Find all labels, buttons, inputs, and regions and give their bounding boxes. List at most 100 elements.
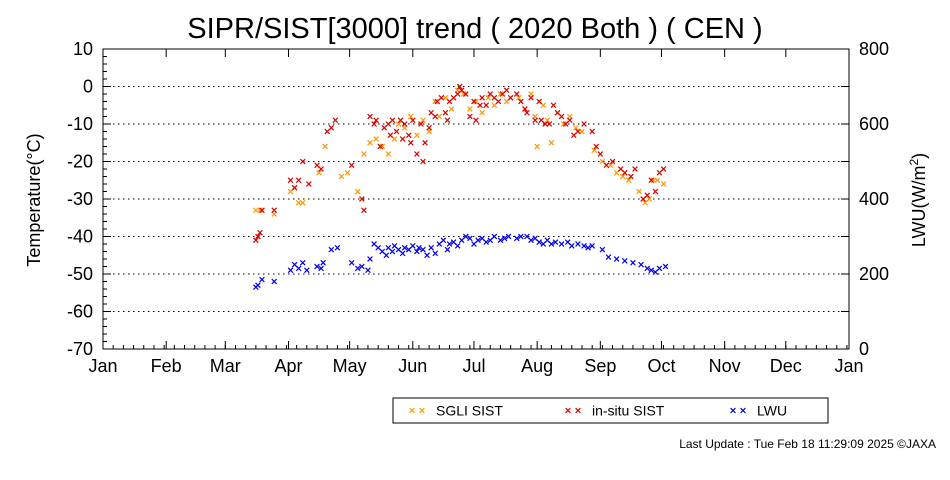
y2-axis-label-main: LWU(W/m: [909, 166, 929, 248]
lwu-point: [328, 246, 335, 253]
legend-marker: [565, 407, 571, 414]
x-tick-label: Dec: [770, 356, 802, 376]
in-situ-sist-point: [507, 94, 514, 101]
y-tick-label: -30: [67, 189, 93, 209]
x-tick-label: Mar: [210, 356, 241, 376]
sgli-sist-point: [626, 177, 632, 184]
sgli-sist-point: [579, 128, 585, 135]
sgli-sist-point: [338, 173, 345, 180]
legend-box: [392, 397, 829, 424]
y-tick-label: -60: [67, 302, 93, 322]
in-situ-sist-point: [407, 139, 414, 146]
lwu-point: [638, 261, 644, 268]
in-situ-sist-point: [426, 124, 432, 131]
y2-tick-label: 800: [859, 39, 889, 59]
in-situ-sist-point: [542, 121, 549, 127]
in-situ-sist-point: [628, 173, 634, 180]
in-situ-sist-point: [432, 113, 439, 120]
lwu-point: [271, 278, 278, 285]
lwu-point: [621, 258, 628, 264]
lwu-point: [255, 282, 261, 289]
in-situ-sist-point: [348, 162, 355, 169]
lwu-point: [354, 265, 361, 272]
in-situ-sist-point: [479, 94, 485, 101]
in-situ-sist-point: [483, 102, 490, 109]
lwu-point: [365, 267, 371, 274]
in-situ-sist-point: [495, 98, 502, 105]
sgli-sist-point: [560, 121, 567, 127]
in-situ-sist-point: [597, 151, 604, 157]
sgli-sist-point: [619, 173, 626, 180]
in-situ-sist-point: [575, 128, 581, 135]
in-situ-sist-point: [253, 237, 259, 244]
in-situ-sist-point: [558, 113, 565, 120]
sgli-sist-point: [660, 181, 667, 187]
sgli-sist-point: [432, 98, 439, 105]
in-situ-sist-point: [377, 143, 384, 150]
in-situ-sist-point: [389, 117, 396, 124]
sgli-sist-point: [407, 113, 414, 120]
sgli-sist-point: [316, 169, 322, 176]
y2-axis-label: LWU(W/m2): [907, 153, 929, 247]
x-tick-label: Apr: [274, 356, 302, 376]
in-situ-sist-point: [532, 117, 538, 124]
sgli-sist-point: [485, 94, 492, 101]
lwu-point: [454, 243, 461, 249]
lwu-point: [440, 237, 447, 244]
in-situ-sist-point: [399, 136, 406, 142]
lwu-point: [536, 239, 543, 245]
data-marks: [253, 83, 669, 290]
legend-marker: [740, 407, 746, 414]
lwu-point: [389, 248, 396, 255]
in-situ-sist-point: [444, 117, 451, 124]
y2-axis-label-end: ): [909, 153, 929, 159]
lwu-point: [568, 243, 575, 249]
lwu-point: [320, 259, 326, 266]
sgli-sist-point: [344, 169, 351, 176]
chart-title: SIPR/SIST[3000] trend ( 2020 Both ) ( CE…: [187, 13, 762, 45]
legend-marker: [730, 407, 736, 414]
in-situ-sist-point: [644, 192, 651, 199]
lwu-point: [656, 265, 663, 272]
in-situ-sist-point: [648, 177, 655, 184]
in-situ-sist-point: [503, 87, 510, 94]
lwu-point: [401, 244, 408, 251]
sgli-sist-point: [544, 117, 551, 124]
sgli-sist-point: [534, 143, 540, 150]
in-situ-sist-point: [477, 102, 483, 109]
sgli-sist-point: [448, 106, 455, 112]
in-situ-sist-point: [332, 117, 339, 124]
in-situ-sist-point: [420, 158, 426, 165]
y-tick-label: -70: [67, 339, 93, 359]
in-situ-sist-point: [513, 91, 520, 97]
in-situ-sist-point: [328, 124, 335, 131]
lwu-point: [432, 250, 439, 257]
lwu-point: [505, 233, 512, 240]
lwu-point: [359, 263, 365, 270]
in-situ-sist-point: [393, 128, 400, 135]
x-tick-label: Jan: [834, 356, 863, 376]
sgli-sist-point: [322, 143, 328, 150]
lwu-point: [295, 265, 302, 272]
in-situ-sist-point: [371, 121, 377, 127]
sgli-sist-point: [379, 143, 386, 150]
x-tick-label: Nov: [709, 356, 741, 376]
lwu-point: [399, 250, 406, 257]
in-situ-sist-point: [405, 132, 412, 139]
sgli-sist-point: [646, 196, 653, 202]
x-tick-label: Oct: [647, 356, 675, 376]
y-tick-label: 0: [83, 77, 93, 97]
lwu-point: [605, 254, 612, 260]
legend-label: in-situ SIST: [592, 403, 665, 419]
x-tick-label: Jan: [88, 356, 117, 376]
in-situ-sist-point: [387, 132, 394, 139]
in-situ-sist-point: [409, 117, 416, 124]
lwu-point: [552, 239, 559, 245]
in-situ-sist-point: [257, 229, 263, 236]
in-situ-sist-point: [295, 177, 302, 184]
in-situ-sist-point: [367, 113, 373, 120]
sgli-sist-point: [395, 121, 402, 127]
x-tick-label: Sep: [584, 356, 616, 376]
lwu-point: [475, 237, 481, 244]
